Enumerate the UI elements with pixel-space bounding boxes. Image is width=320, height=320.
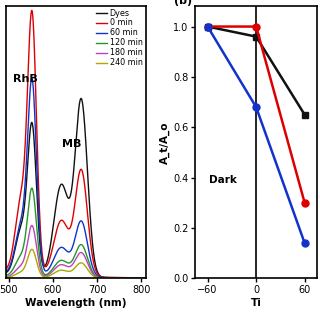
Dyes	[144, 276, 148, 280]
Text: Dark: Dark	[209, 175, 237, 185]
180 min	[148, 276, 152, 280]
0 min	[69, 222, 73, 226]
60 min	[2, 270, 6, 274]
120 min	[148, 276, 152, 280]
Dyes	[79, 97, 83, 100]
60 min	[73, 235, 77, 239]
240 min	[69, 269, 73, 273]
60 min	[144, 276, 148, 280]
240 min	[73, 265, 77, 269]
240 min	[144, 276, 148, 280]
Line: 60 min: 60 min	[4, 78, 150, 278]
Dyes	[10, 261, 13, 265]
180 min	[10, 273, 13, 276]
Line: Dyes: Dyes	[4, 99, 150, 278]
240 min	[117, 276, 121, 280]
Legend: Dyes, 0 min, 60 min, 120 min, 180 min, 240 min: Dyes, 0 min, 60 min, 120 min, 180 min, 2…	[95, 8, 143, 68]
X-axis label: Ti: Ti	[251, 298, 261, 308]
240 min	[10, 275, 13, 278]
180 min	[144, 276, 148, 280]
120 min	[144, 276, 148, 280]
0 min	[30, 8, 34, 12]
Text: RhB: RhB	[13, 74, 38, 84]
120 min	[30, 186, 34, 190]
180 min	[30, 224, 34, 228]
60 min	[144, 276, 148, 280]
240 min	[144, 276, 148, 280]
0 min	[117, 276, 121, 279]
60 min	[117, 276, 121, 280]
Line: 180 min: 180 min	[4, 226, 150, 278]
Dyes	[73, 149, 77, 153]
0 min	[148, 276, 152, 280]
0 min	[144, 276, 148, 280]
60 min	[148, 276, 152, 280]
0 min	[144, 276, 148, 280]
Line: 0 min: 0 min	[4, 10, 150, 278]
60 min	[10, 259, 13, 263]
240 min	[148, 276, 152, 280]
60 min	[69, 248, 73, 252]
180 min	[144, 276, 148, 280]
Dyes	[2, 271, 6, 275]
Dyes	[148, 276, 152, 280]
Text: MB: MB	[62, 140, 81, 149]
0 min	[73, 198, 77, 202]
180 min	[2, 275, 6, 279]
180 min	[117, 276, 121, 280]
120 min	[2, 274, 6, 277]
Dyes	[117, 276, 121, 280]
Line: 120 min: 120 min	[4, 188, 150, 278]
180 min	[73, 258, 77, 262]
X-axis label: Wavelength (nm): Wavelength (nm)	[25, 298, 127, 308]
0 min	[2, 268, 6, 272]
180 min	[69, 264, 73, 268]
60 min	[30, 76, 34, 80]
Dyes	[144, 276, 148, 280]
Dyes	[69, 189, 73, 193]
120 min	[69, 260, 73, 263]
240 min	[2, 276, 6, 279]
Y-axis label: A_t/A_o: A_t/A_o	[160, 121, 170, 164]
120 min	[144, 276, 148, 280]
240 min	[30, 247, 34, 251]
Text: (b): (b)	[174, 0, 192, 6]
0 min	[10, 251, 13, 255]
Line: 240 min: 240 min	[4, 249, 150, 278]
120 min	[117, 276, 121, 280]
120 min	[10, 269, 13, 273]
120 min	[73, 252, 77, 256]
